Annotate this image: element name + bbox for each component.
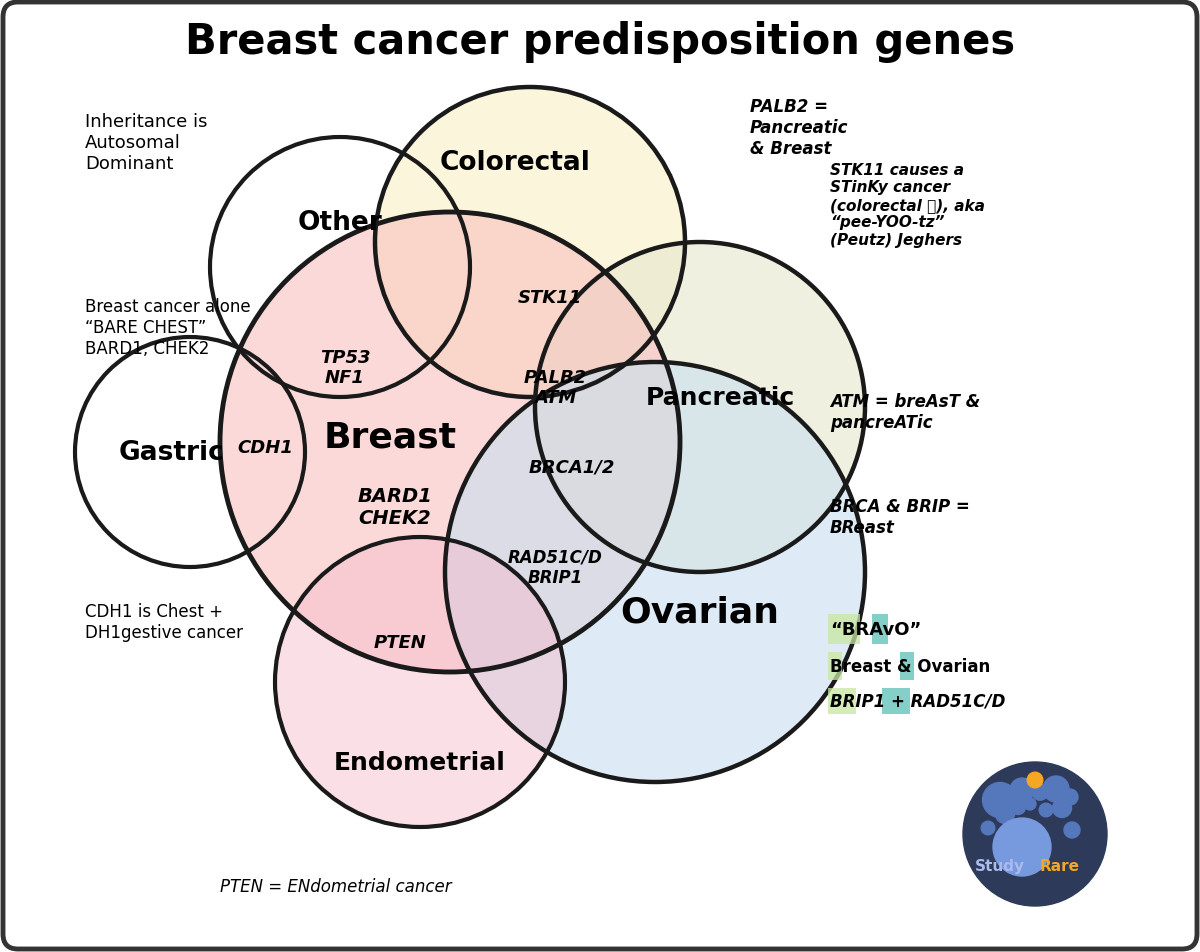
Text: Breast: Breast <box>324 421 456 454</box>
Circle shape <box>1027 772 1043 788</box>
Text: PTEN = ENdometrial cancer: PTEN = ENdometrial cancer <box>220 877 451 895</box>
Text: Inheritance is
Autosomal
Dominant: Inheritance is Autosomal Dominant <box>85 113 208 172</box>
Text: BRIP1 + RAD51C/D: BRIP1 + RAD51C/D <box>830 692 1006 710</box>
Circle shape <box>996 804 1014 823</box>
Text: Colorectal: Colorectal <box>439 149 590 176</box>
Circle shape <box>994 818 1051 876</box>
Circle shape <box>1032 784 1049 801</box>
Text: BRCA1/2: BRCA1/2 <box>529 459 616 477</box>
Circle shape <box>1064 823 1080 838</box>
Text: Other: Other <box>298 209 383 236</box>
Text: Breast & Ovarian: Breast & Ovarian <box>830 657 990 675</box>
Text: Rare: Rare <box>1040 859 1080 874</box>
Text: Endometrial: Endometrial <box>334 750 506 774</box>
Circle shape <box>1010 778 1034 803</box>
Circle shape <box>1043 776 1069 803</box>
Text: Breast cancer alone
“BARE CHEST”
BARD1, CHEK2: Breast cancer alone “BARE CHEST” BARD1, … <box>85 298 251 357</box>
Circle shape <box>1052 799 1072 818</box>
FancyBboxPatch shape <box>900 652 914 681</box>
Text: PALB2
ATM: PALB2 ATM <box>523 368 587 407</box>
Circle shape <box>982 822 995 835</box>
FancyBboxPatch shape <box>828 652 842 681</box>
Text: Study: Study <box>974 859 1025 874</box>
Text: Gastric: Gastric <box>119 440 224 466</box>
Text: PALB2 =
Pancreatic
& Breast: PALB2 = Pancreatic & Breast <box>750 98 848 157</box>
Circle shape <box>374 88 685 398</box>
Text: PTEN: PTEN <box>373 633 426 651</box>
FancyBboxPatch shape <box>828 688 856 714</box>
Text: STK11: STK11 <box>518 288 582 307</box>
Text: BARD1
CHEK2: BARD1 CHEK2 <box>358 487 432 528</box>
Text: CDH1: CDH1 <box>238 439 293 457</box>
Text: TP53
NF1: TP53 NF1 <box>319 348 371 387</box>
Text: “BRAvO”: “BRAvO” <box>830 621 922 639</box>
FancyBboxPatch shape <box>872 614 888 645</box>
FancyBboxPatch shape <box>882 688 910 714</box>
FancyBboxPatch shape <box>2 3 1198 949</box>
Text: CDH1 is Chest +
DH1gestive cancer: CDH1 is Chest + DH1gestive cancer <box>85 603 242 641</box>
Text: Breast cancer predisposition genes: Breast cancer predisposition genes <box>185 21 1015 63</box>
Circle shape <box>445 363 865 783</box>
Text: ATM = breAsT &
pancreATic: ATM = breAsT & pancreATic <box>830 392 980 431</box>
Text: Pancreatic: Pancreatic <box>646 386 794 409</box>
FancyBboxPatch shape <box>828 614 860 645</box>
Text: BRCA & BRIP =
BReast: BRCA & BRIP = BReast <box>830 498 970 536</box>
Circle shape <box>1024 798 1036 810</box>
Circle shape <box>964 763 1108 906</box>
Circle shape <box>220 213 680 672</box>
Circle shape <box>1039 803 1052 817</box>
Text: RAD51C/D
BRIP1: RAD51C/D BRIP1 <box>508 548 602 586</box>
Circle shape <box>535 243 865 572</box>
Circle shape <box>1010 800 1026 815</box>
Text: Ovarian: Ovarian <box>620 595 780 629</box>
Text: STK11 causes a
STinKy cancer
(colorectal 💩), aka
“pee-YOO-tz”
(Peutz) Jeghers: STK11 causes a STinKy cancer (colorectal… <box>830 163 985 248</box>
Circle shape <box>1062 789 1078 805</box>
Circle shape <box>275 538 565 827</box>
Circle shape <box>983 783 1018 818</box>
